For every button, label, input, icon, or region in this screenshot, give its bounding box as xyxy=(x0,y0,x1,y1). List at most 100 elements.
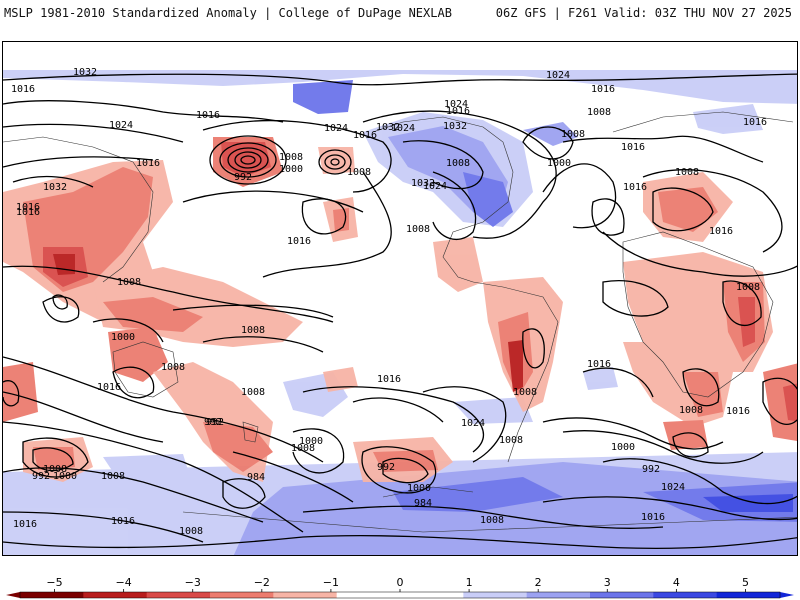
colorbar-segment xyxy=(336,592,401,598)
isobar-label: 1032 xyxy=(443,121,467,132)
colorbar-tick-label: −3 xyxy=(185,576,201,589)
isobar-label: 1016 xyxy=(287,236,311,247)
isobar-label: 992 xyxy=(204,417,222,428)
colorbar-tick-label: −1 xyxy=(323,576,339,589)
isobar-label: 1008 xyxy=(279,152,303,163)
colorbar-tick-label: 5 xyxy=(742,576,749,589)
isobar-label: 992 xyxy=(206,417,224,428)
isobar-labels: 1032101610241016101610321016992100810001… xyxy=(11,67,767,537)
isobar-label: 1032 xyxy=(376,122,400,133)
isobar-label: 1016 xyxy=(353,130,377,141)
coastlines xyxy=(3,111,797,533)
colorbar-segments xyxy=(6,591,794,599)
isobar-label: 1024 xyxy=(661,482,685,493)
isobars xyxy=(3,73,797,550)
isobar-label: 992 xyxy=(642,464,660,475)
map-canvas: 1032101610241016101610321016992100810001… xyxy=(3,67,797,555)
isobar-label: 1016 xyxy=(13,519,37,530)
colorbar-tick-label: 2 xyxy=(535,576,542,589)
colorbar-tick-label: −5 xyxy=(46,576,62,589)
isobar-label: 1032 xyxy=(73,67,97,78)
isobar-label: 1008 xyxy=(513,387,537,398)
colorbar-segment xyxy=(463,592,528,598)
isobar-label: 1016 xyxy=(16,207,40,218)
map-title: MSLP 1981-2010 Standardized Anomaly | Co… xyxy=(4,6,452,20)
colorbar-tick-label: 3 xyxy=(604,576,611,589)
isobar-label: 1008 xyxy=(291,443,315,454)
isobar-label: 1016 xyxy=(591,84,615,95)
isobar-label: 1024 xyxy=(324,123,348,134)
isobar-label: 1016 xyxy=(11,84,35,95)
colorbar-segment xyxy=(716,592,781,598)
isobar-label: 1008 xyxy=(43,464,67,475)
isobar-label: 1000 xyxy=(53,471,77,482)
isobar-label: 1008 xyxy=(736,282,760,293)
colorbar-segment xyxy=(400,592,464,598)
isobar-label: 984 xyxy=(247,472,265,483)
isobar-label: 1016 xyxy=(16,202,40,213)
isobar-label: 1008 xyxy=(679,405,703,416)
anomaly-colorbar: −5 −4 −3 −2 −1 0 1 2 3 4 5 xyxy=(6,576,794,599)
isobar-label: 1008 xyxy=(587,107,611,118)
colorbar-segment xyxy=(20,592,84,598)
colorbar-segment xyxy=(210,592,274,598)
colorbar-segment xyxy=(146,592,211,598)
colorbar-min-arrow xyxy=(6,592,20,598)
isobar-label: 1008 xyxy=(446,158,470,169)
colorbar-max-arrow xyxy=(780,592,794,598)
isobar-label: 1008 xyxy=(347,167,371,178)
isobar-label: 1008 xyxy=(241,387,265,398)
isobar-label: 1008 xyxy=(480,515,504,526)
isobar-label: 1016 xyxy=(196,110,220,121)
colorbar-segment xyxy=(590,592,654,598)
colorbar-segment xyxy=(526,592,591,598)
positive-anomaly-shading xyxy=(3,70,797,555)
isobar-label: 1000 xyxy=(611,442,635,453)
isobar-label: 1016 xyxy=(623,182,647,193)
colorbar-tick-label: −4 xyxy=(116,576,132,589)
isobar-label: 1000 xyxy=(407,483,431,494)
isobar-label: 1008 xyxy=(117,277,141,288)
isobar-label: 1008 xyxy=(101,471,125,482)
isobar-label: 1024 xyxy=(546,70,570,81)
isobar-label: 1016 xyxy=(621,142,645,153)
model-run-info: 06Z GFS | F261 Valid: 03Z THU NOV 27 202… xyxy=(495,6,792,20)
isobar-label: 1016 xyxy=(587,359,611,370)
isobar-label: 1032 xyxy=(411,178,435,189)
isobar-label: 1008 xyxy=(406,224,430,235)
isobar-label: 1008 xyxy=(161,362,185,373)
isobar-label: 984 xyxy=(414,498,432,509)
isobar-label: 992 xyxy=(377,462,395,473)
isobar-label: 1000 xyxy=(279,164,303,175)
isobar-label: 1008 xyxy=(561,129,585,140)
colorbar-ticks: −5 −4 −3 −2 −1 0 1 2 3 4 5 xyxy=(46,576,749,592)
isobar-label: 1016 xyxy=(377,374,401,385)
isobar-label: 992 xyxy=(32,471,50,482)
isobar-label: 1016 xyxy=(111,516,135,527)
isobar-label: 1000 xyxy=(547,158,571,169)
isobar-label: 1016 xyxy=(726,406,750,417)
isobar-label: 992 xyxy=(234,172,252,183)
isobar-label: 1016 xyxy=(743,117,767,128)
isobar-label: 1024 xyxy=(391,123,415,134)
isobar-label: 1008 xyxy=(499,435,523,446)
isobar-label: 1016 xyxy=(97,382,121,393)
isobar-label: 1008 xyxy=(241,325,265,336)
isobar-label: 1016 xyxy=(641,512,665,523)
isobar-label: 1016 xyxy=(446,106,470,117)
colorbar-segment xyxy=(83,592,148,598)
isobar-label: 1016 xyxy=(136,158,160,169)
isobar-label: 1016 xyxy=(709,226,733,237)
colorbar-tick-label: 1 xyxy=(466,576,473,589)
colorbar-segment xyxy=(653,592,718,598)
isobar-label: 1024 xyxy=(461,418,485,429)
isobar-label: 1000 xyxy=(299,436,323,447)
colorbar-segment xyxy=(273,592,338,598)
anomaly-map: 1032101610241016101610321016992100810001… xyxy=(2,41,798,556)
isobar-label: 1024 xyxy=(444,99,468,110)
isobar-label: 1024 xyxy=(423,181,447,192)
colorbar-tick-label: −2 xyxy=(254,576,270,589)
isobar-label: 1000 xyxy=(111,332,135,343)
colorbar-tick-label: 4 xyxy=(673,576,680,589)
isobar-label: 1008 xyxy=(179,526,203,537)
